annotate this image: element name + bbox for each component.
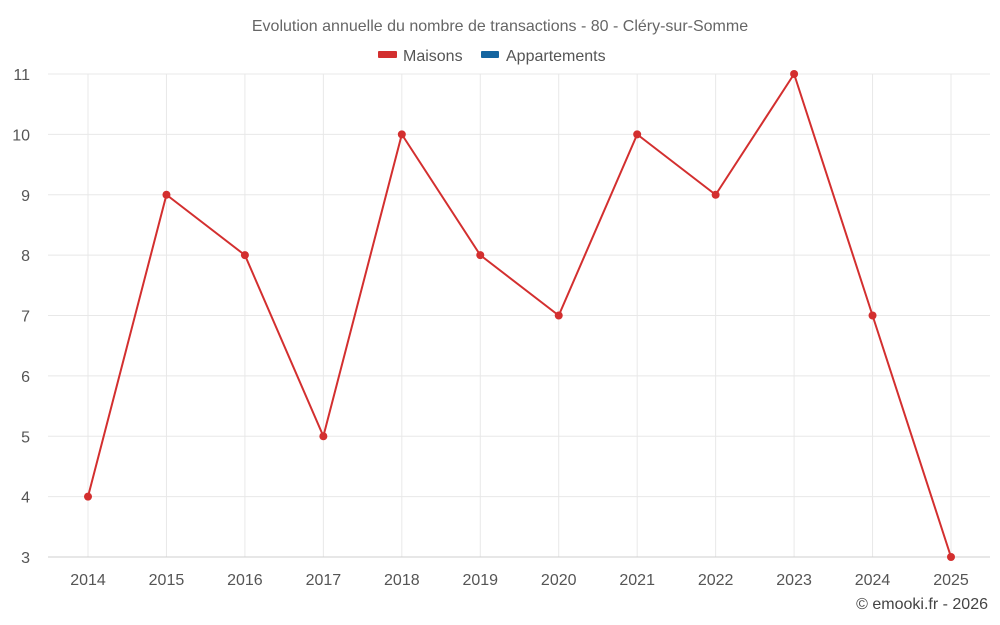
data-point[interactable] xyxy=(476,251,485,260)
series-line-maisons xyxy=(87,73,952,558)
x-tick-label: 2021 xyxy=(619,572,655,589)
legend-item-maisons[interactable]: Maisons xyxy=(378,48,463,65)
legend-swatch-appartements xyxy=(481,51,499,58)
x-tick-label: 2017 xyxy=(306,572,342,589)
y-tick-label: 4 xyxy=(21,490,30,507)
y-tick-label: 9 xyxy=(21,188,30,205)
data-point[interactable] xyxy=(162,190,171,199)
credit-text: © emooki.fr - 2026 xyxy=(856,596,988,613)
legend: Maisons Appartements xyxy=(378,48,606,65)
x-tick-label: 2015 xyxy=(149,572,185,589)
y-tick-label: 7 xyxy=(21,309,30,326)
legend-item-appartements[interactable]: Appartements xyxy=(481,48,606,65)
data-point[interactable] xyxy=(947,553,955,561)
y-tick-label: 8 xyxy=(21,248,30,265)
x-gridlines xyxy=(87,74,952,557)
x-tick-label: 2019 xyxy=(462,572,498,589)
series-maisons xyxy=(84,70,955,561)
data-point[interactable] xyxy=(790,70,799,78)
y-axis-ticks: 3 4 5 6 7 8 9 10 11 xyxy=(12,67,30,567)
y-tick-label: 11 xyxy=(13,67,30,84)
y-tick-label: 10 xyxy=(12,127,30,144)
y-tick-label: 6 xyxy=(21,369,30,386)
data-point[interactable] xyxy=(240,251,249,260)
data-point[interactable] xyxy=(711,190,720,199)
data-point[interactable] xyxy=(397,130,406,139)
legend-label-maisons: Maisons xyxy=(403,48,463,65)
data-point[interactable] xyxy=(319,432,328,441)
x-tick-label: 2022 xyxy=(698,572,734,589)
x-tick-label: 2016 xyxy=(227,572,263,589)
chart-title: Evolution annuelle du nombre de transact… xyxy=(252,18,748,35)
x-axis-ticks: 2014 2015 2016 2017 2018 2019 2020 2021 2022 2023… xyxy=(70,572,969,589)
legend-swatch-maisons xyxy=(378,51,397,58)
y-tick-label: 3 xyxy=(21,550,30,567)
x-tick-label: 2023 xyxy=(776,572,812,589)
y-tick-label: 5 xyxy=(21,429,30,446)
data-point[interactable] xyxy=(554,311,563,320)
x-tick-label: 2024 xyxy=(855,572,891,589)
y-gridlines xyxy=(48,73,990,498)
x-tick-label: 2018 xyxy=(384,572,420,589)
x-tick-label: 2025 xyxy=(933,572,969,589)
data-point[interactable] xyxy=(84,492,92,501)
legend-label-appartements: Appartements xyxy=(506,48,606,65)
data-point[interactable] xyxy=(868,311,877,320)
x-tick-label: 2020 xyxy=(541,572,577,589)
data-point[interactable] xyxy=(633,130,642,139)
x-tick-label: 2014 xyxy=(70,572,106,589)
